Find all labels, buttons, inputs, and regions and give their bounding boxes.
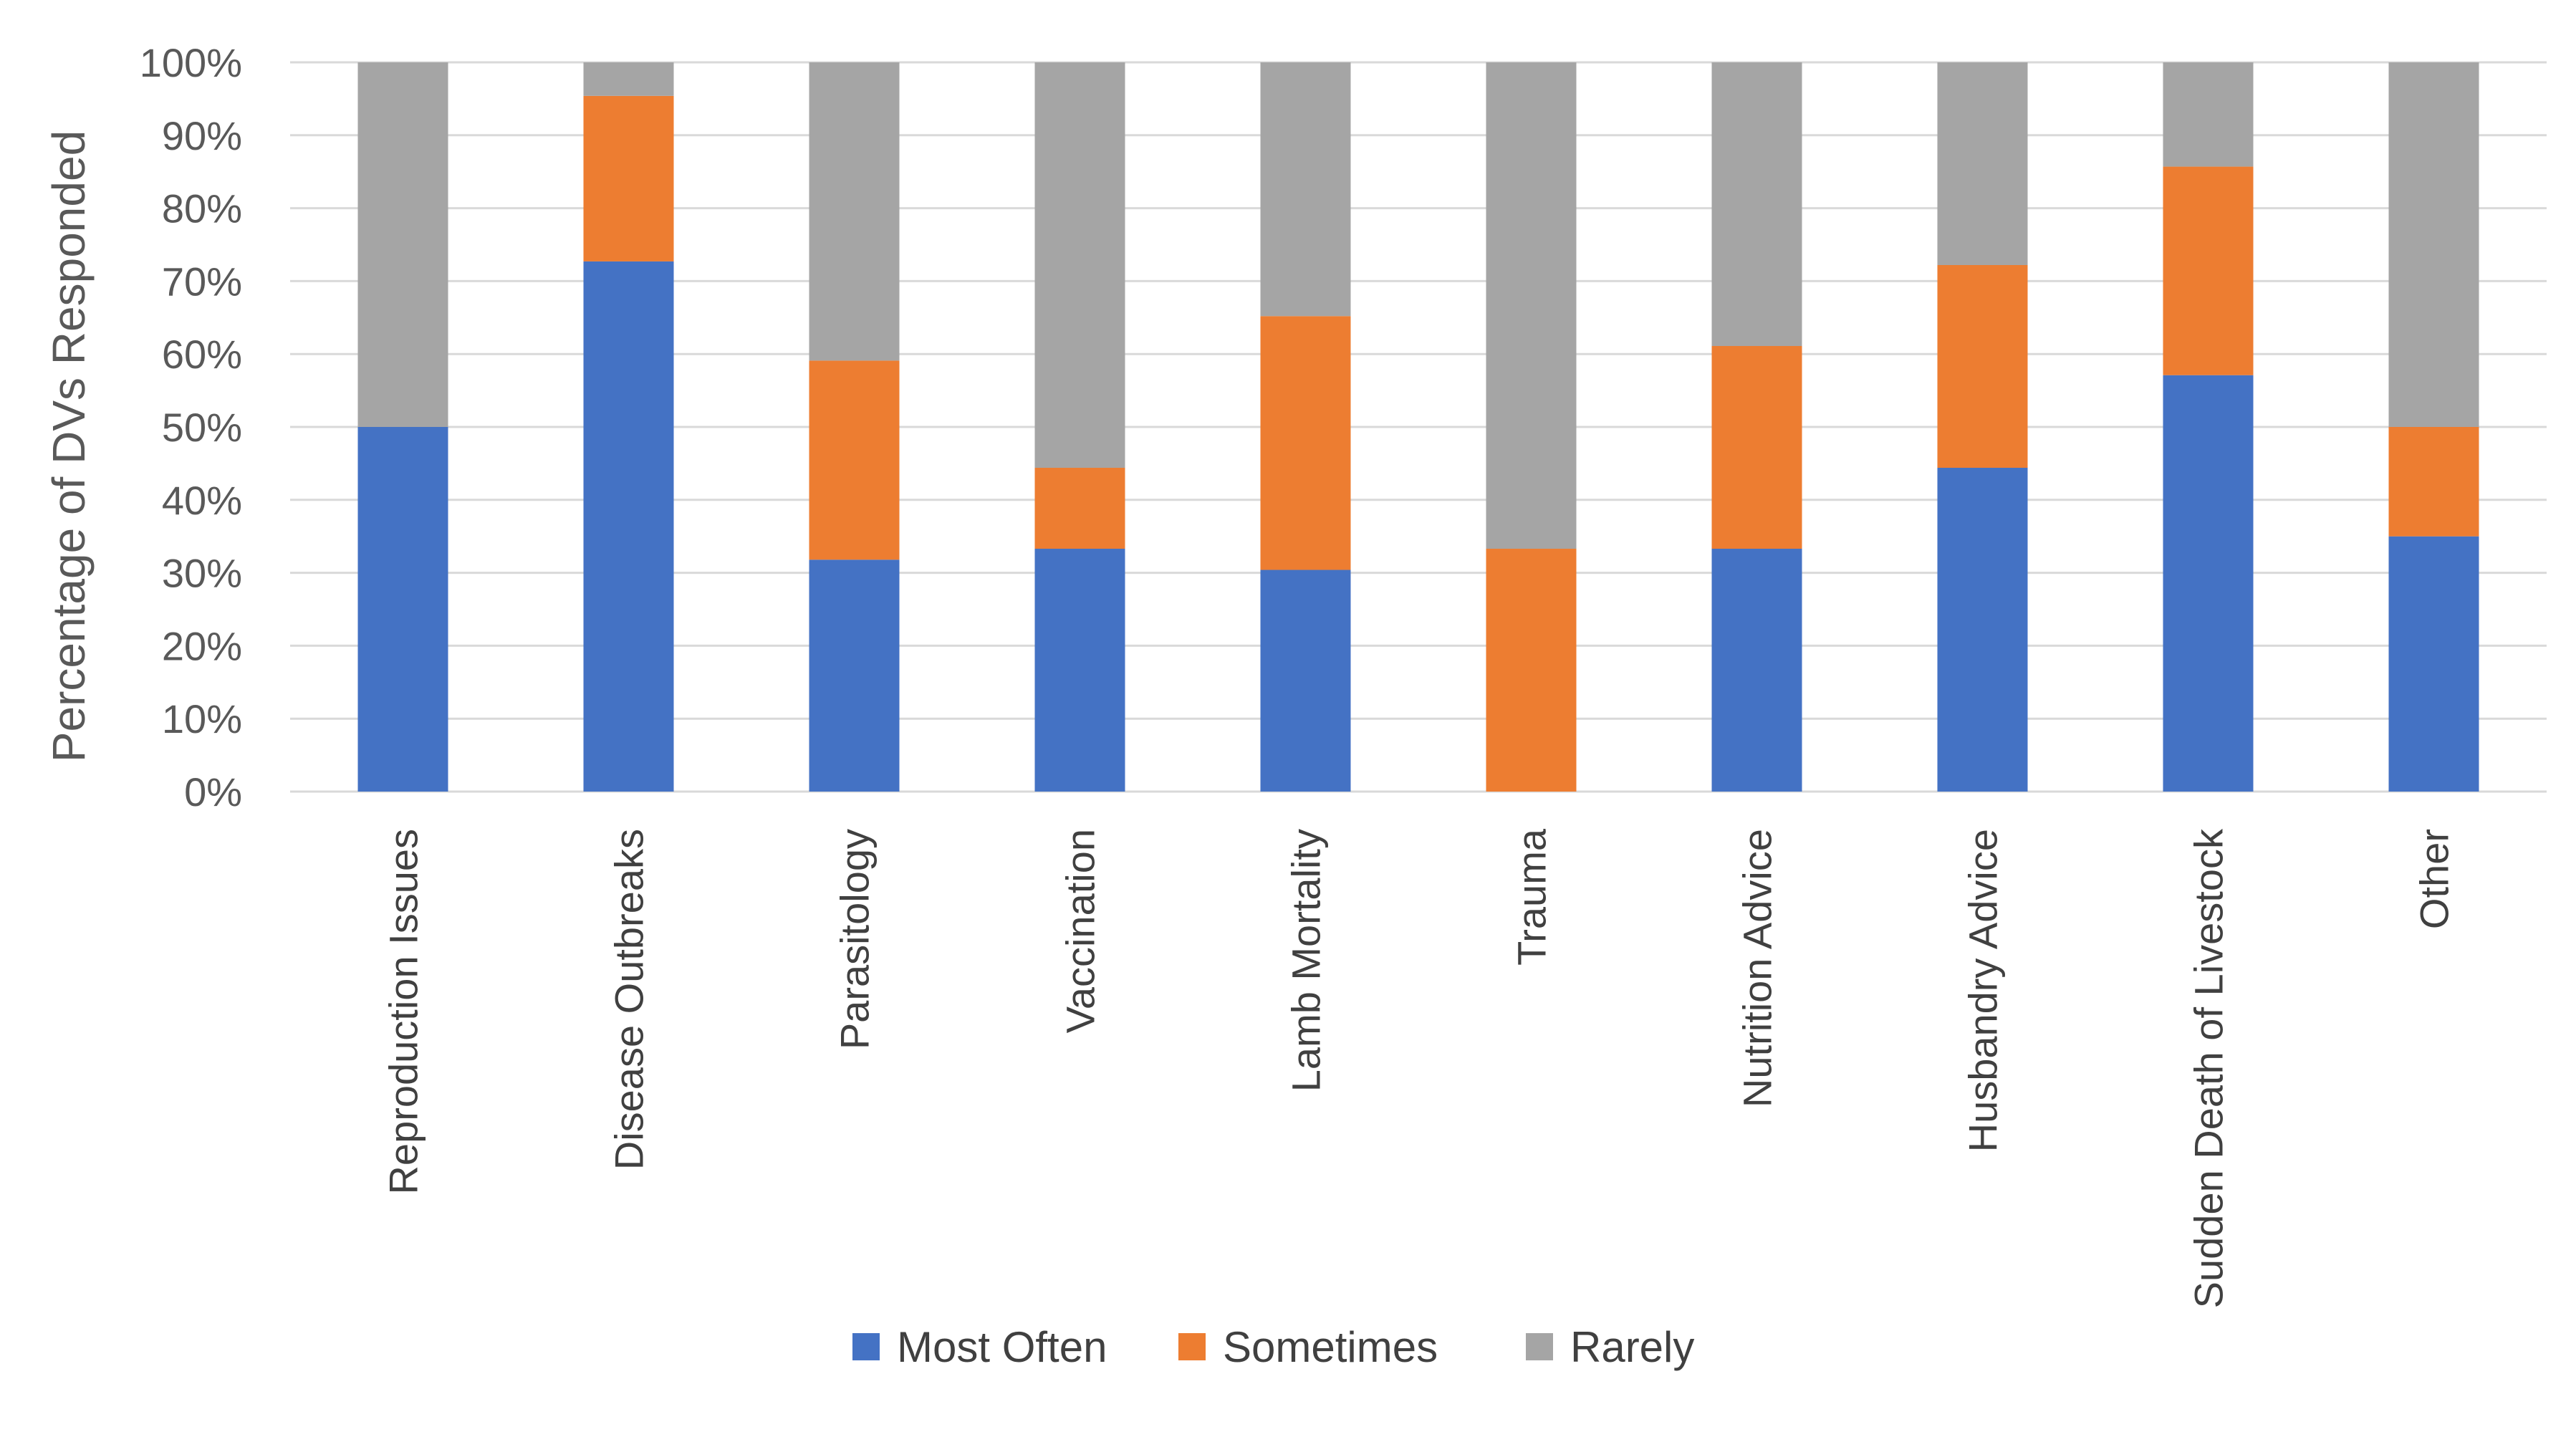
x-category-label: Other — [2412, 829, 2457, 929]
x-category-label: Vaccination — [1058, 829, 1103, 1033]
y-axis-ticks: 0% 10% 20% 30% 40% 50% 60% 70% 80% 90% 100% — [140, 40, 242, 814]
y-tick-label: 10% — [162, 696, 242, 741]
bar-most-often-2 — [809, 559, 900, 792]
bars — [357, 62, 2479, 792]
y-tick-label: 80% — [162, 186, 242, 231]
legend: Most Often Sometimes Rarely — [852, 1323, 1694, 1371]
y-tick-label: 0% — [184, 769, 242, 814]
bar-rarely-3 — [1034, 62, 1125, 468]
bar-sometimes-2 — [809, 360, 900, 560]
y-tick-label: 90% — [162, 113, 242, 158]
bar-most-often-6 — [1711, 549, 1802, 792]
bar-rarely-7 — [1937, 62, 2028, 266]
bar-most-often-4 — [1260, 570, 1351, 792]
x-axis-category-labels: Reproduction Issues Disease Outbreaks Para… — [381, 828, 2457, 1308]
bar-rarely-5 — [1486, 62, 1577, 549]
x-category-label: Sudden Death of Livestock — [2186, 828, 2231, 1308]
x-category-label: Trauma — [1509, 828, 1554, 966]
y-tick-label: 20% — [162, 623, 242, 668]
bar-rarely-2 — [809, 62, 900, 361]
y-tick-label: 50% — [162, 405, 242, 450]
bar-most-often-7 — [1937, 468, 2028, 792]
legend-label: Most Often — [897, 1323, 1107, 1371]
y-axis-title: Percentage of DVs Responded — [43, 130, 95, 762]
bar-rarely-4 — [1260, 62, 1351, 317]
y-tick-label: 100% — [140, 40, 242, 85]
legend-item-rarely: Rarely — [1526, 1323, 1694, 1371]
x-category-label: Husbandry Advice — [1961, 829, 2006, 1152]
bar-rarely-9 — [2388, 62, 2479, 427]
x-category-label: Reproduction Issues — [381, 829, 426, 1195]
legend-item-most-often: Most Often — [852, 1323, 1107, 1371]
bar-sometimes-9 — [2388, 427, 2479, 537]
legend-swatch — [852, 1333, 880, 1360]
y-tick-label: 70% — [162, 259, 242, 304]
legend-swatch — [1526, 1333, 1553, 1360]
bar-sometimes-1 — [583, 95, 674, 261]
y-tick-label: 40% — [162, 478, 242, 523]
bar-sometimes-8 — [2163, 166, 2254, 375]
bar-sometimes-3 — [1034, 468, 1125, 549]
y-tick-label: 60% — [162, 332, 242, 377]
bar-sometimes-7 — [1937, 265, 2028, 468]
bar-rarely-0 — [357, 62, 448, 427]
legend-swatch — [1178, 1333, 1206, 1360]
bar-most-often-0 — [357, 427, 448, 792]
legend-label: Rarely — [1570, 1323, 1694, 1371]
bar-most-often-8 — [2163, 375, 2254, 792]
bar-most-often-1 — [583, 261, 674, 792]
bar-sometimes-6 — [1711, 346, 1802, 549]
bar-rarely-6 — [1711, 62, 1802, 347]
x-category-label: Nutrition Advice — [1735, 829, 1780, 1107]
legend-item-sometimes: Sometimes — [1178, 1323, 1438, 1371]
bar-most-often-3 — [1034, 549, 1125, 792]
bar-rarely-8 — [2163, 62, 2254, 167]
x-category-label: Lamb Mortality — [1284, 829, 1329, 1092]
bar-most-often-9 — [2388, 536, 2479, 792]
bar-sometimes-4 — [1260, 316, 1351, 570]
x-category-label: Parasitology — [832, 829, 878, 1049]
bar-rarely-1 — [583, 62, 674, 96]
y-tick-label: 30% — [162, 551, 242, 596]
legend-label: Sometimes — [1223, 1323, 1438, 1371]
x-category-label: Disease Outbreaks — [607, 829, 652, 1170]
bar-sometimes-5 — [1486, 549, 1577, 792]
